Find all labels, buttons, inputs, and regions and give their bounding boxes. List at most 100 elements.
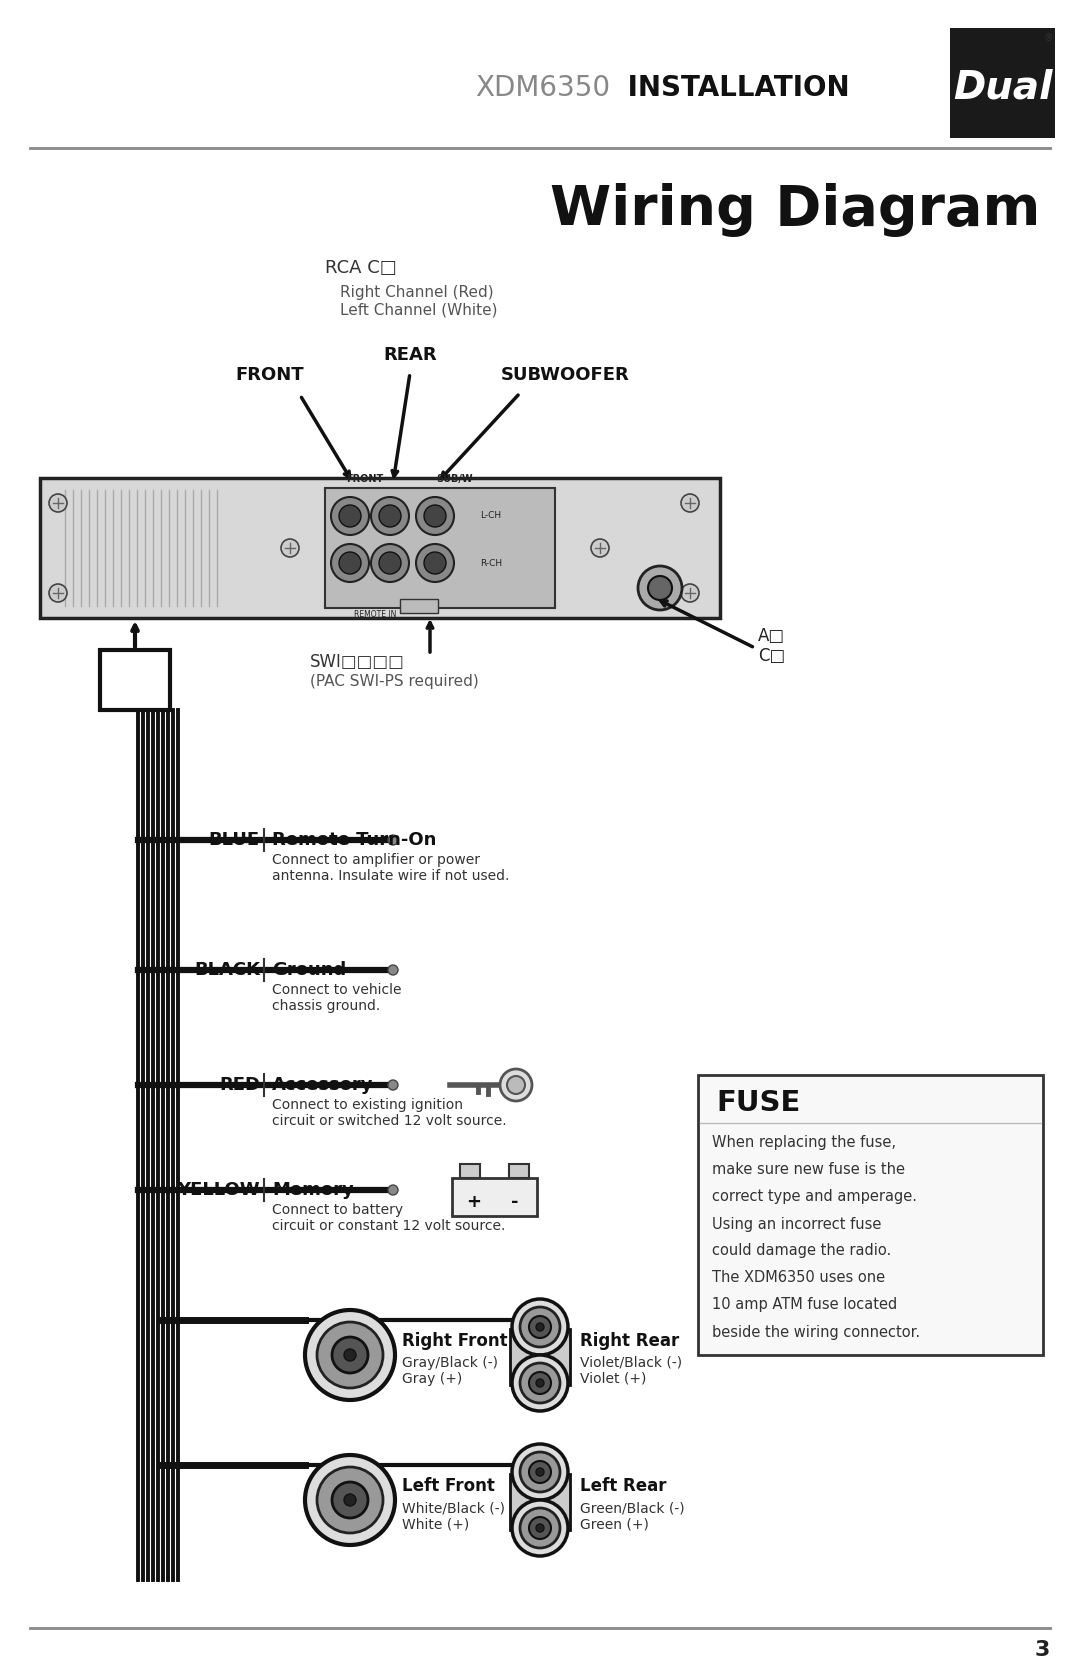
- Bar: [698, 1075, 1043, 1355]
- Text: Dual: Dual: [953, 68, 1052, 107]
- Text: Remote Turn-On: Remote Turn-On: [272, 831, 436, 850]
- Text: White (+): White (+): [402, 1517, 469, 1530]
- Bar: [510, 1329, 570, 1385]
- Text: FUSE: FUSE: [716, 1088, 800, 1117]
- Text: Right Rear: Right Rear: [580, 1332, 679, 1350]
- Circle shape: [500, 1070, 532, 1102]
- Circle shape: [536, 1324, 544, 1330]
- Text: L-CH: L-CH: [480, 511, 501, 521]
- Text: circuit or constant 12 volt source.: circuit or constant 12 volt source.: [272, 1218, 505, 1233]
- Text: SUB/W: SUB/W: [436, 474, 473, 484]
- Text: make sure new fuse is the: make sure new fuse is the: [712, 1163, 905, 1178]
- Text: antenna. Insulate wire if not used.: antenna. Insulate wire if not used.: [272, 870, 510, 883]
- Text: Left Channel (White): Left Channel (White): [340, 302, 498, 317]
- Circle shape: [416, 544, 454, 582]
- Text: White/Black (-): White/Black (-): [402, 1500, 505, 1515]
- Text: -: -: [511, 1193, 518, 1212]
- Circle shape: [507, 1077, 525, 1093]
- Text: Right Channel (Red): Right Channel (Red): [340, 284, 494, 299]
- Circle shape: [345, 1494, 356, 1505]
- Text: Right Front: Right Front: [402, 1332, 508, 1350]
- Text: Violet/Black (-): Violet/Black (-): [580, 1355, 683, 1370]
- Circle shape: [512, 1355, 568, 1410]
- Circle shape: [388, 1080, 399, 1090]
- Circle shape: [332, 1337, 368, 1374]
- Text: Using an incorrect fuse: Using an incorrect fuse: [712, 1217, 881, 1232]
- Text: Ground: Ground: [272, 961, 347, 980]
- Circle shape: [536, 1379, 544, 1387]
- Bar: [325, 487, 555, 608]
- Circle shape: [648, 576, 672, 599]
- Circle shape: [372, 497, 409, 536]
- Circle shape: [529, 1517, 551, 1539]
- Circle shape: [388, 834, 399, 845]
- Circle shape: [49, 584, 67, 603]
- Circle shape: [529, 1372, 551, 1394]
- Circle shape: [512, 1298, 568, 1355]
- Circle shape: [388, 1185, 399, 1195]
- Text: Connect to existing ignition: Connect to existing ignition: [272, 1098, 463, 1112]
- Circle shape: [519, 1364, 561, 1404]
- Text: chassis ground.: chassis ground.: [272, 1000, 380, 1013]
- Circle shape: [638, 566, 681, 609]
- Text: YELLOW: YELLOW: [177, 1182, 260, 1198]
- Text: SWI□□□□: SWI□□□□: [310, 653, 405, 671]
- Circle shape: [591, 539, 609, 557]
- Text: Wiring Diagram: Wiring Diagram: [550, 184, 1040, 237]
- Text: REAR: REAR: [383, 345, 436, 364]
- Bar: [509, 1163, 529, 1178]
- Circle shape: [49, 494, 67, 512]
- Circle shape: [372, 544, 409, 582]
- Text: (PAC SWI-PS required): (PAC SWI-PS required): [310, 674, 478, 689]
- Circle shape: [519, 1452, 561, 1492]
- Text: could damage the radio.: could damage the radio.: [712, 1243, 891, 1258]
- Circle shape: [681, 494, 699, 512]
- Text: Gray (+): Gray (+): [402, 1372, 462, 1385]
- Circle shape: [305, 1310, 395, 1400]
- Circle shape: [416, 497, 454, 536]
- Circle shape: [379, 552, 401, 574]
- Circle shape: [339, 552, 361, 574]
- Circle shape: [379, 506, 401, 527]
- Circle shape: [305, 1455, 395, 1545]
- Circle shape: [332, 1482, 368, 1519]
- Text: Gray/Black (-): Gray/Black (-): [402, 1355, 498, 1370]
- Text: The XDM6350 uses one: The XDM6350 uses one: [712, 1270, 886, 1285]
- Circle shape: [519, 1307, 561, 1347]
- Bar: [100, 649, 170, 709]
- Circle shape: [536, 1469, 544, 1475]
- Text: beside the wiring connector.: beside the wiring connector.: [712, 1325, 920, 1340]
- Text: C□: C□: [758, 648, 785, 664]
- Circle shape: [512, 1500, 568, 1556]
- Text: When replacing the fuse,: When replacing the fuse,: [712, 1135, 896, 1150]
- Circle shape: [424, 506, 446, 527]
- Text: Memory: Memory: [272, 1182, 354, 1198]
- Text: 3: 3: [1035, 1641, 1050, 1661]
- Circle shape: [330, 544, 369, 582]
- Bar: [460, 1163, 480, 1178]
- Bar: [40, 477, 720, 618]
- Text: A□: A□: [758, 628, 785, 644]
- Circle shape: [388, 965, 399, 975]
- Text: XDM6350: XDM6350: [475, 73, 610, 102]
- Bar: [950, 28, 1055, 139]
- Circle shape: [536, 1524, 544, 1532]
- Text: RCA C□: RCA C□: [325, 259, 396, 277]
- Text: SUBWOOFER: SUBWOOFER: [501, 366, 630, 384]
- Text: ®: ®: [1043, 33, 1053, 43]
- Text: Left Front: Left Front: [402, 1477, 495, 1495]
- Text: BLACK: BLACK: [194, 961, 260, 980]
- Circle shape: [529, 1460, 551, 1484]
- Text: correct type and amperage.: correct type and amperage.: [712, 1190, 917, 1205]
- Text: Left Rear: Left Rear: [580, 1477, 666, 1495]
- Circle shape: [318, 1467, 383, 1534]
- Text: FRONT: FRONT: [235, 366, 305, 384]
- Text: R-CH: R-CH: [480, 559, 502, 567]
- Text: BLUE: BLUE: [208, 831, 260, 850]
- Circle shape: [339, 506, 361, 527]
- Text: Accessory: Accessory: [272, 1077, 374, 1093]
- Text: REMOTE IN: REMOTE IN: [354, 609, 396, 619]
- Bar: [453, 1178, 537, 1217]
- Circle shape: [512, 1444, 568, 1500]
- Circle shape: [345, 1349, 356, 1360]
